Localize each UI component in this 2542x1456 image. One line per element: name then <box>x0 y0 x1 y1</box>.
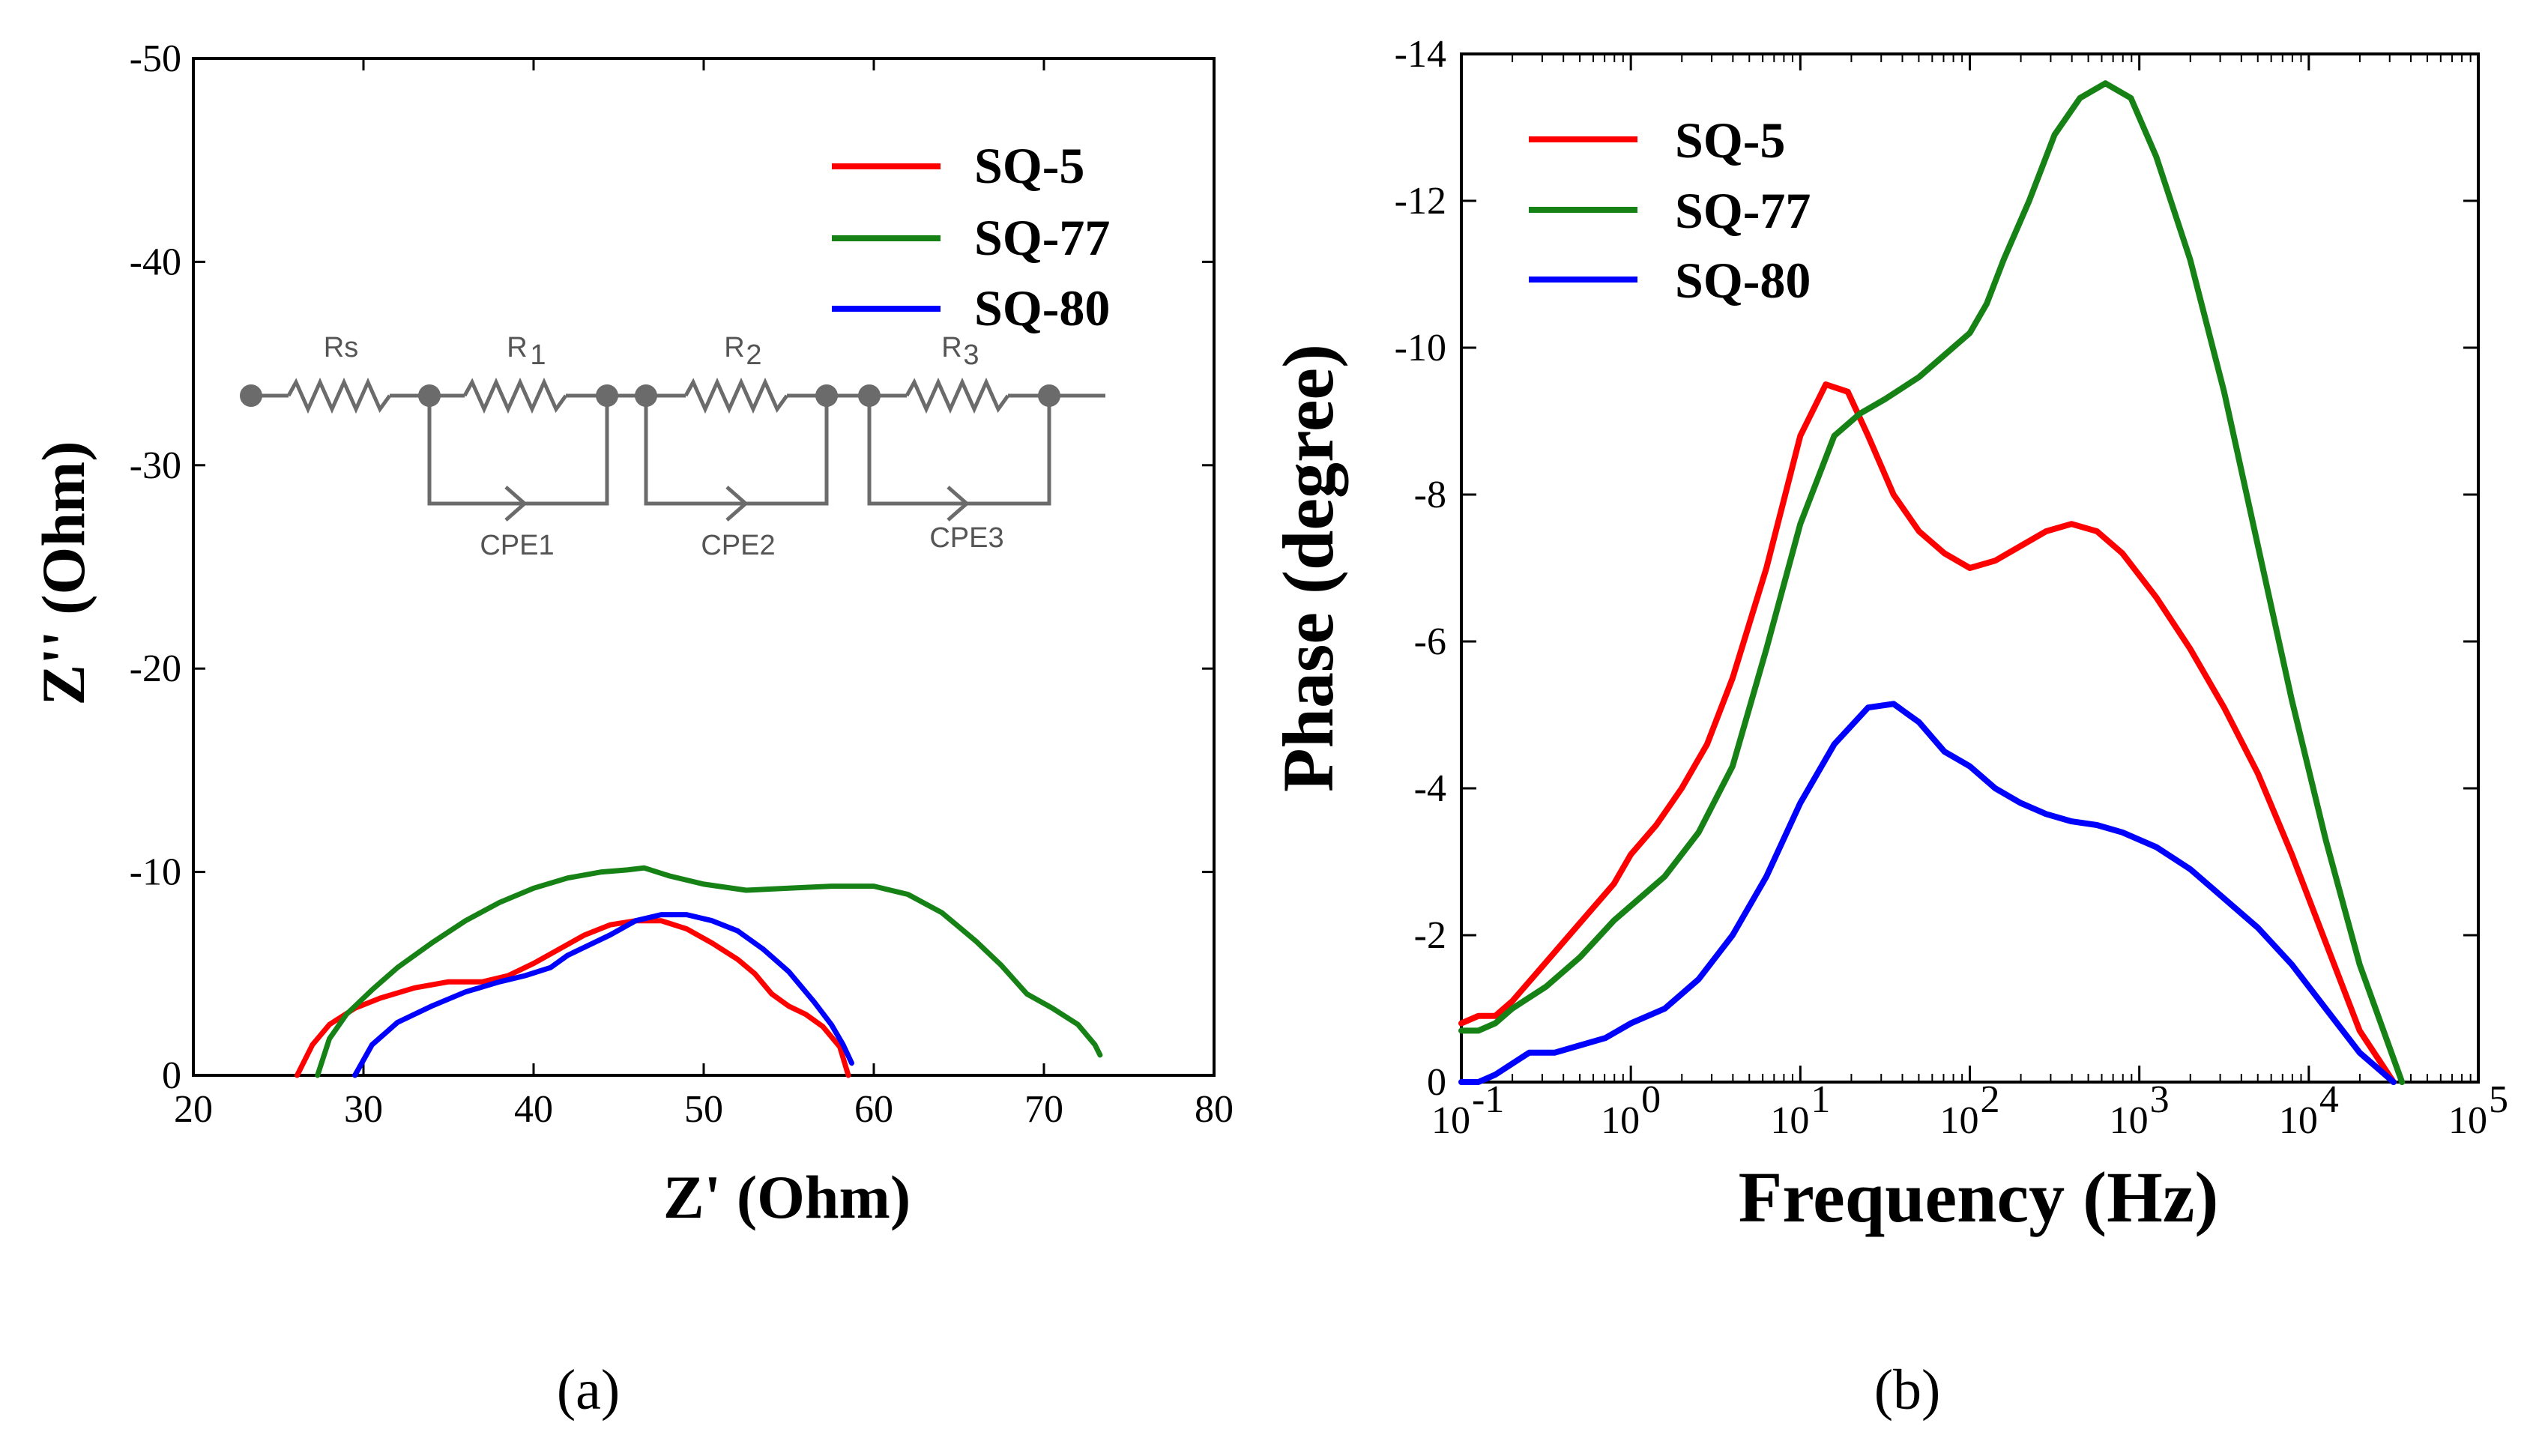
y-tick-label-b: 0 <box>1427 1061 1446 1104</box>
circuit-label-r1-subscript: 1 <box>530 339 546 371</box>
y-tick-label-b: -12 <box>1395 180 1446 223</box>
bode-legend: SQ-5 SQ-77 SQ-80 <box>1529 112 1811 309</box>
legend-b-label-sq5: SQ-5 <box>1675 112 1785 169</box>
x-tick-exponent-b: 2 <box>1981 1078 2000 1121</box>
circuit-label-r3: R <box>941 332 961 363</box>
y-tick-label-a: -10 <box>130 851 181 894</box>
circuit-node <box>815 384 838 407</box>
equivalent-circuit-inset <box>240 377 1105 522</box>
panel-label-b: (b) <box>1874 1359 1941 1422</box>
x-tick-exponent-b: 3 <box>2150 1078 2170 1121</box>
bode-y-axis-label: Phase (degree) <box>1268 344 1348 792</box>
y-tick-label-a: -20 <box>130 647 181 690</box>
series-a-sq-5 <box>295 918 851 1078</box>
circuit-label-r2: R <box>724 332 744 363</box>
x-tick-label-b: 10 <box>2448 1099 2487 1142</box>
circuit-label-cpe1: CPE1 <box>480 530 554 561</box>
x-tick-label-b: 10 <box>2279 1099 2318 1142</box>
circuit-label-cpe3: CPE3 <box>929 522 1003 554</box>
nyquist-x-axis-label: Z' (Ohm) <box>663 1163 911 1231</box>
series-a-sq-77 <box>315 865 1103 1078</box>
resistor-rs-symbol <box>286 377 392 414</box>
circuit-node <box>635 384 657 407</box>
circuit-label-r3-subscript: 3 <box>963 339 979 371</box>
cpe1-branch <box>427 396 609 506</box>
cpe3-symbol <box>947 486 970 522</box>
x-tick-label-a: 80 <box>1195 1088 1234 1131</box>
circuit-node <box>240 384 262 407</box>
circuit-label-r1: R <box>507 332 527 363</box>
legend-b-label-sq80: SQ-80 <box>1675 252 1811 309</box>
x-tick-exponent-b: 5 <box>2489 1078 2508 1121</box>
nyquist-chart: 20 30 40 50 60 70 800-10-20-30-40-50 Z' (Ohm) … <box>29 37 1234 1422</box>
circuit-label-r2-subscript: 2 <box>746 339 761 371</box>
circuit-node <box>858 384 881 407</box>
x-tick-label-a: 30 <box>344 1088 383 1131</box>
series-a-sq-80 <box>352 912 854 1078</box>
x-tick-label-b: 10 <box>1940 1099 1979 1142</box>
bode-phase-chart: 10 -1 10 0 10 1 10 2 10 3 10 4 10 50-2-4-6-8-10-12-14… <box>1268 33 2508 1422</box>
circuit-node <box>418 384 441 407</box>
y-tick-label-a: -40 <box>130 241 181 283</box>
x-tick-exponent-b: 4 <box>2319 1078 2339 1121</box>
cpe2-branch <box>644 396 829 506</box>
y-tick-label-b: -4 <box>1414 767 1446 810</box>
legend-a-label-sq5: SQ-5 <box>974 137 1084 194</box>
x-tick-exponent-b: 1 <box>1811 1078 1830 1121</box>
series-b-sq-77 <box>1458 80 2406 1085</box>
x-tick-label-a: 70 <box>1024 1088 1063 1131</box>
x-tick-label-a: 50 <box>684 1088 723 1131</box>
y-tick-label-b: -8 <box>1414 474 1446 516</box>
y-tick-label-a: -30 <box>130 444 181 487</box>
x-tick-exponent-b: 0 <box>1641 1078 1661 1121</box>
y-tick-label-b: -14 <box>1395 33 1446 76</box>
x-tick-label-a: 40 <box>514 1088 553 1131</box>
legend-a-label-sq77: SQ-77 <box>974 209 1110 266</box>
circuit-label-cpe2: CPE2 <box>701 530 775 561</box>
x-tick-label-b: 10 <box>1601 1099 1640 1142</box>
nyquist-legend: SQ-5 SQ-77 SQ-80 <box>832 137 1110 336</box>
resistor-r3-symbol <box>905 377 1010 414</box>
y-tick-label-a: -50 <box>130 37 181 80</box>
y-tick-label-b: -2 <box>1414 914 1446 957</box>
circuit-node <box>1038 384 1060 407</box>
nyquist-y-axis-label: Z'' (Ohm) <box>29 441 97 705</box>
x-tick-label-b: 10 <box>1431 1099 1470 1142</box>
y-tick-label-b: -6 <box>1414 620 1446 663</box>
x-tick-label-b: 10 <box>1770 1099 1809 1142</box>
circuit-node <box>596 384 618 407</box>
x-tick-exponent-b: -1 <box>1472 1078 1504 1121</box>
resistor-r2-symbol <box>683 377 789 414</box>
y-tick-label-b: -10 <box>1395 327 1446 369</box>
y-tick-label-a: 0 <box>162 1054 181 1097</box>
cpe3-branch <box>867 396 1051 506</box>
panel-label-a: (a) <box>557 1359 620 1422</box>
legend-b-label-sq77: SQ-77 <box>1675 182 1811 239</box>
circuit-label-rs: Rs <box>324 332 358 363</box>
series-b-sq-80 <box>1458 701 2397 1085</box>
cpe2-symbol <box>725 486 749 522</box>
legend-a-label-sq80: SQ-80 <box>974 280 1110 336</box>
x-tick-label-b: 10 <box>2110 1099 2149 1142</box>
series-b-sq-5 <box>1458 381 2397 1085</box>
resistor-r1-symbol <box>462 377 568 414</box>
bode-x-axis-label: Frequency (Hz) <box>1739 1157 2219 1237</box>
x-tick-label-a: 20 <box>174 1088 213 1131</box>
cpe1-symbol <box>504 486 528 522</box>
x-tick-label-a: 60 <box>854 1088 893 1131</box>
